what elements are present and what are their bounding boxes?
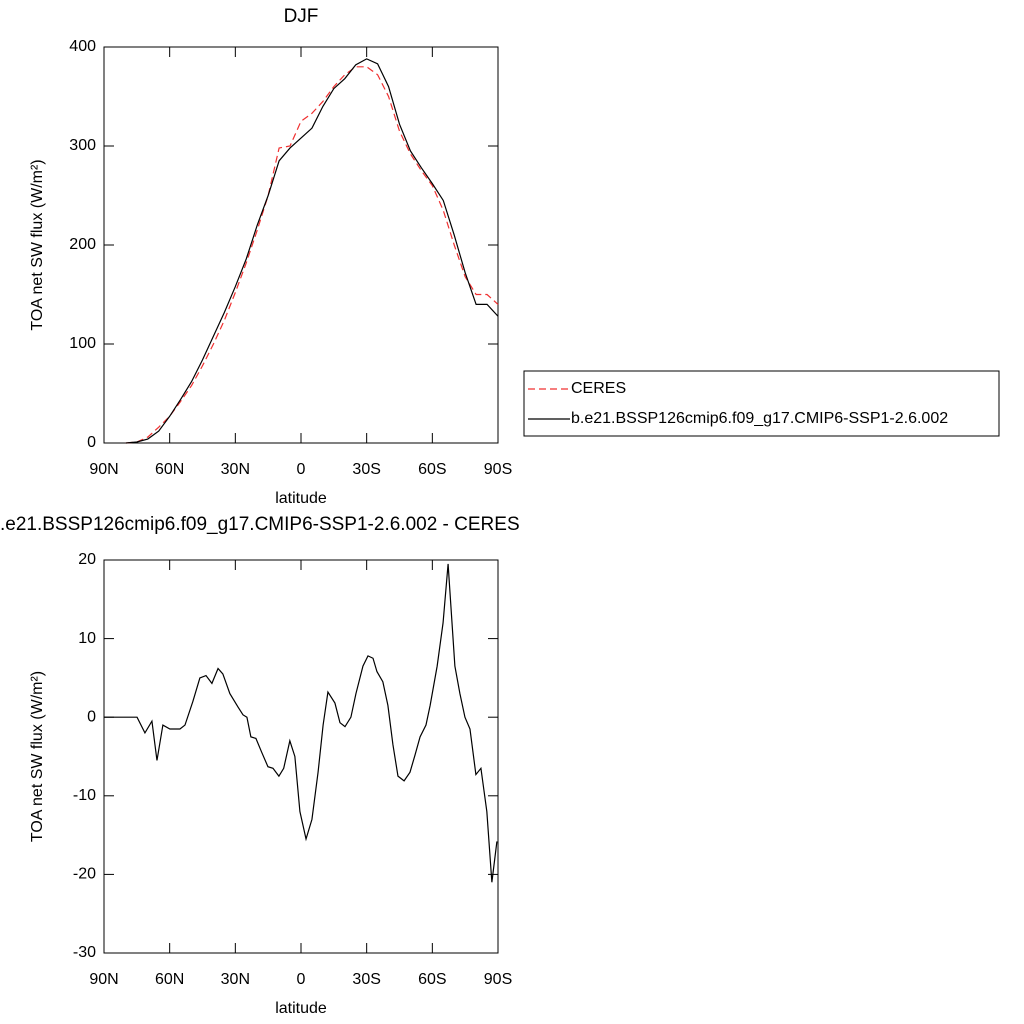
y-tick-label: 400: [69, 38, 96, 55]
legend-label: b.e21.BSSP126cmip6.f09_g17.CMIP6-SSP1-2.…: [571, 410, 948, 427]
x-tick-label: 0: [297, 971, 306, 988]
y-axis-label: TOA net SW flux (W/m²): [29, 159, 46, 330]
x-axis-label: latitude: [275, 1000, 327, 1017]
y-tick-label: 100: [69, 335, 96, 352]
data-line: [104, 563, 498, 883]
x-tick-label: 60S: [418, 971, 446, 988]
x-tick-label: 90N: [89, 461, 118, 478]
y-tick-label: -10: [73, 787, 96, 804]
x-axis-label: latitude: [275, 490, 327, 507]
chart-title: DJF: [284, 6, 319, 27]
y-tick-label: -30: [73, 944, 96, 961]
plot-frame: [103, 46, 499, 444]
y-tick-label: -20: [73, 866, 96, 883]
x-tick-label: 60S: [418, 461, 446, 478]
y-tick-label: 300: [69, 137, 96, 154]
y-tick-label: 20: [78, 551, 96, 568]
x-tick-label: 30S: [352, 971, 380, 988]
y-tick-label: 200: [69, 236, 96, 253]
x-tick-label: 60N: [155, 461, 184, 478]
x-tick-label: 30N: [221, 971, 250, 988]
legend-box: [523, 370, 1000, 437]
chart-title: .e21.BSSP126cmip6.f09_g17.CMIP6-SSP1-2.6…: [0, 514, 520, 535]
x-tick-label: 30S: [352, 461, 380, 478]
data-line: [125, 66, 499, 444]
x-tick-label: 90S: [484, 461, 512, 478]
y-tick-label: 10: [78, 630, 96, 647]
plot-frame: [103, 559, 499, 954]
x-tick-label: 30N: [221, 461, 250, 478]
data-line: [125, 58, 499, 444]
x-tick-label: 90N: [89, 971, 118, 988]
x-tick-label: 60N: [155, 971, 184, 988]
x-tick-label: 90S: [484, 971, 512, 988]
y-tick-label: 0: [87, 434, 96, 451]
legend-label: CERES: [571, 380, 626, 397]
y-axis-label: TOA net SW flux (W/m²): [29, 671, 46, 842]
x-tick-label: 0: [297, 461, 306, 478]
y-tick-label: 0: [87, 708, 96, 725]
